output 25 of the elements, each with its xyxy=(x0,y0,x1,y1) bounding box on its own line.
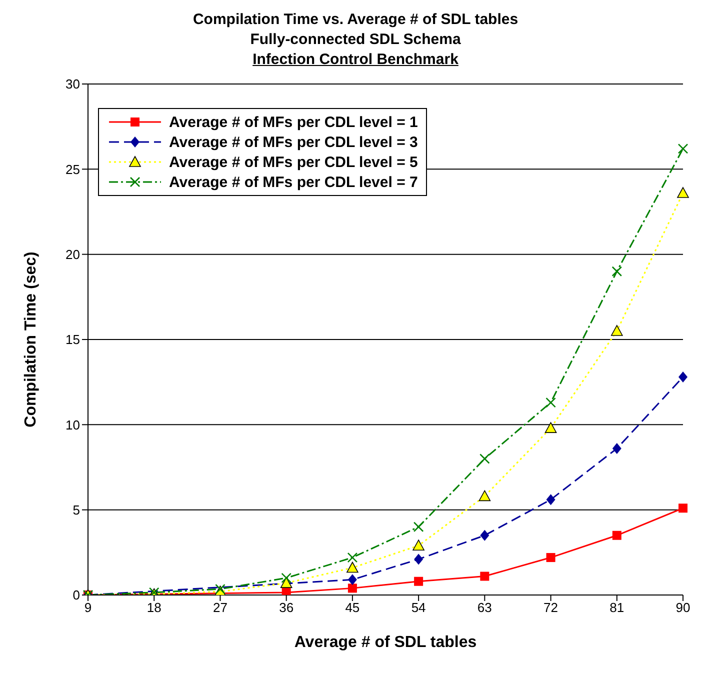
legend-label: Average # of MFs per CDL level = 5 xyxy=(169,154,418,170)
x-tick-label: 54 xyxy=(411,600,426,616)
x-tick-label: 72 xyxy=(544,600,558,616)
x-tick-label: 45 xyxy=(345,600,360,616)
legend-label: Average # of MFs per CDL level = 7 xyxy=(169,174,418,190)
legend-label: Average # of MFs per CDL level = 3 xyxy=(169,134,418,150)
x-tick-label: 90 xyxy=(676,600,690,616)
x-tick-label: 27 xyxy=(212,600,228,616)
y-tick-label: 10 xyxy=(66,417,80,432)
x-tick-label: 18 xyxy=(146,600,162,616)
x-tick-label: 63 xyxy=(477,600,492,616)
legend-label: Average # of MFs per CDL level = 1 xyxy=(169,114,418,130)
y-tick-label: 0 xyxy=(72,588,80,603)
y-axis-title: Compilation Time (sec) xyxy=(22,252,40,428)
y-tick-label: 20 xyxy=(66,246,80,262)
x-tick-label: 81 xyxy=(610,600,624,616)
chart-subtitle: Fully-connected SDL Schema Infection Control Benchmark xyxy=(249,30,462,70)
y-tick-label: 25 xyxy=(66,162,80,177)
x-tick-label: 9 xyxy=(84,600,92,616)
y-tick-label: 15 xyxy=(66,332,80,348)
x-tick-label: 36 xyxy=(279,600,294,616)
y-tick-label: 30 xyxy=(66,76,80,92)
chart-title: Compilation Time vs. Average # of SDL tables xyxy=(192,10,520,30)
x-axis-title: Average # of SDL tables xyxy=(294,634,477,651)
y-tick-label: 5 xyxy=(72,502,80,518)
